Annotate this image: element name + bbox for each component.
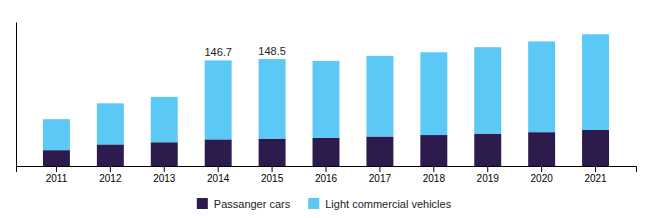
x-tick-label: 2021 [584, 173, 607, 184]
bar [313, 61, 340, 138]
plot: 2011 2012 2013 2014 2015 2016 2017 2018 2019 2020… [17, 23, 637, 185]
bar [205, 60, 232, 139]
series-bars [43, 34, 609, 150]
bar [43, 119, 70, 150]
y-axis-line [16, 23, 17, 167]
x-tick: 2013 [153, 166, 176, 184]
x-tick: 2019 [477, 166, 500, 184]
bar [528, 132, 555, 166]
x-tick-mark [487, 166, 488, 172]
x-axis: 2011 2012 2013 2014 2015 2016 2017 2018 2019 2020… [17, 166, 637, 184]
x-tick-mark [326, 166, 327, 172]
x-tick: 2020 [531, 166, 554, 184]
x-tick-label: 2014 [207, 173, 230, 184]
x-tick-label: 2012 [99, 173, 122, 184]
x-tick-label: 2020 [531, 173, 554, 184]
x-tick-mark [272, 166, 273, 172]
bar [474, 47, 501, 133]
legend: Passanger cars Light commercial vehicles [197, 198, 452, 210]
legend-item: Light commercial vehicles [308, 198, 451, 210]
bar [151, 97, 178, 142]
x-tick-label: 2011 [46, 173, 68, 184]
annotation: 146.7 [204, 46, 232, 58]
legend-label: Light commercial vehicles [325, 198, 451, 210]
y-axis [16, 23, 17, 167]
x-tick-mark [56, 166, 57, 172]
x-tick: 2017 [369, 166, 392, 184]
x-tick-mark [164, 166, 165, 172]
annotations: 146.7 148.5 [204, 45, 285, 58]
annotation: 148.5 [258, 45, 286, 57]
chart: 2011 2012 2013 2014 2015 2016 2017 2018 2019 2020… [0, 0, 648, 218]
x-tick: 2021 [584, 166, 607, 184]
x-tick-mark [379, 166, 380, 172]
x-tick: 2012 [99, 166, 122, 184]
bar [43, 150, 70, 166]
bar [582, 130, 609, 166]
x-axis-line [17, 167, 637, 173]
legend-swatch [308, 198, 319, 209]
x-tick: 2018 [423, 166, 446, 184]
bar [474, 134, 501, 166]
x-tick: 2016 [315, 166, 338, 184]
bar [97, 144, 124, 166]
x-tick-label: 2018 [423, 173, 446, 184]
bar [420, 135, 447, 166]
bar [97, 103, 124, 144]
legend-item: Passanger cars [197, 198, 291, 210]
bar [420, 52, 447, 135]
bar [151, 142, 178, 166]
x-tick-mark [110, 166, 111, 172]
x-tick-mark [433, 166, 434, 172]
bar [205, 139, 232, 166]
x-tick-label: 2013 [153, 173, 176, 184]
x-tick-label: 2017 [369, 173, 392, 184]
bar [366, 136, 393, 166]
x-tick-mark [541, 166, 542, 172]
legend-label: Passanger cars [214, 198, 291, 210]
bar [259, 59, 286, 139]
x-tick-mark [218, 166, 219, 172]
legend-swatch [197, 198, 208, 209]
bar [366, 56, 393, 137]
x-tick-label: 2015 [261, 173, 284, 184]
bar [582, 34, 609, 130]
x-tick: 2015 [261, 166, 284, 184]
x-tick: 2014 [207, 166, 230, 184]
x-tick-label: 2019 [477, 173, 500, 184]
x-tick-mark [595, 166, 596, 172]
x-tick-label: 2016 [315, 173, 338, 184]
x-tick: 2011 [46, 166, 68, 184]
bar [528, 41, 555, 132]
bar [313, 138, 340, 166]
bar [259, 139, 286, 166]
bars [43, 34, 609, 166]
